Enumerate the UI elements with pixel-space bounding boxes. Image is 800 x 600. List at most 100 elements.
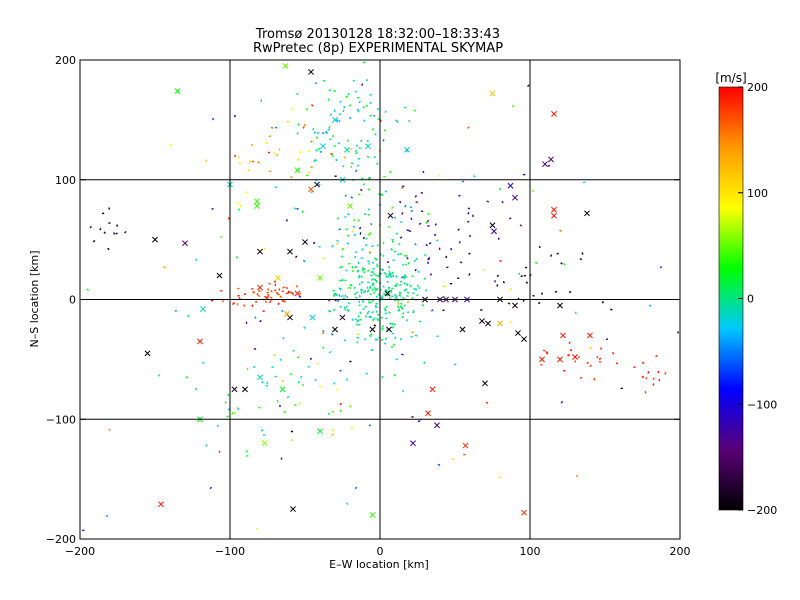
data-point xyxy=(393,336,397,340)
data-point xyxy=(376,313,380,316)
data-point xyxy=(519,224,523,227)
data-point xyxy=(598,357,602,360)
data-point xyxy=(370,333,373,336)
data-point xyxy=(581,252,584,255)
data-point xyxy=(307,149,310,153)
data-point xyxy=(404,204,407,208)
data-point xyxy=(356,341,359,344)
data-point xyxy=(287,291,290,294)
data-point xyxy=(290,107,293,111)
data-point xyxy=(341,247,344,251)
data-point xyxy=(393,323,397,326)
data-point xyxy=(383,175,386,178)
data-point xyxy=(496,274,500,278)
data-point xyxy=(333,292,336,296)
data-point xyxy=(598,360,602,363)
data-point xyxy=(371,318,375,322)
data-point xyxy=(368,250,372,254)
data-point xyxy=(400,302,403,305)
data-point xyxy=(371,349,374,351)
data-point xyxy=(313,159,316,163)
data-point xyxy=(446,266,449,269)
x-marker xyxy=(369,326,376,333)
data-point xyxy=(371,245,374,248)
data-point xyxy=(401,276,404,279)
data-point xyxy=(232,302,235,306)
x-axis-label: E–W location [km] xyxy=(329,558,429,571)
data-point xyxy=(391,240,394,244)
x-marker xyxy=(294,290,301,297)
colorbar-tick-label: −200 xyxy=(747,504,777,517)
data-point xyxy=(296,132,299,135)
x-marker xyxy=(429,386,436,393)
data-point xyxy=(395,275,398,278)
data-point xyxy=(468,273,471,276)
data-point xyxy=(388,296,391,300)
data-point xyxy=(350,161,354,165)
x-marker xyxy=(539,356,545,363)
data-point xyxy=(365,104,369,107)
y-tick-label: −100 xyxy=(46,413,76,426)
data-point xyxy=(546,352,549,355)
data-point xyxy=(375,295,378,299)
data-point xyxy=(403,304,406,307)
data-point xyxy=(263,247,267,251)
data-point xyxy=(437,463,441,467)
data-point xyxy=(430,309,434,312)
data-point xyxy=(257,294,261,298)
data-point xyxy=(404,263,408,266)
data-point xyxy=(330,152,333,155)
data-point xyxy=(318,245,321,248)
data-point xyxy=(163,266,166,269)
data-point xyxy=(333,89,336,93)
data-point xyxy=(362,267,366,271)
data-point xyxy=(390,248,394,251)
data-point xyxy=(252,290,255,294)
data-point xyxy=(381,268,384,272)
data-point xyxy=(358,274,361,278)
data-point xyxy=(339,305,342,308)
data-point xyxy=(360,275,363,278)
data-point xyxy=(339,369,342,372)
x-marker xyxy=(497,320,503,327)
data-point xyxy=(350,426,354,429)
data-point xyxy=(428,242,432,245)
data-point xyxy=(405,288,408,291)
data-point xyxy=(545,351,548,354)
data-point xyxy=(396,120,399,124)
data-point xyxy=(336,217,340,220)
x-marker xyxy=(557,356,563,363)
data-point xyxy=(384,110,387,114)
x-marker xyxy=(521,336,527,342)
data-point xyxy=(333,145,336,147)
data-point xyxy=(414,195,418,198)
data-point xyxy=(353,286,357,290)
data-point xyxy=(253,347,257,351)
x-tick-label: −200 xyxy=(65,545,95,558)
x-tick-label: −100 xyxy=(215,545,245,558)
colorbar-ticks: −200 −100 0 100 200 xyxy=(738,81,777,517)
data-point xyxy=(416,293,419,297)
data-point xyxy=(655,354,658,358)
data-point xyxy=(421,303,425,307)
data-point xyxy=(568,341,571,345)
data-point xyxy=(399,252,402,256)
data-point xyxy=(339,409,342,413)
data-point xyxy=(556,252,560,255)
data-point xyxy=(467,211,470,215)
colorbar-tick-label: 0 xyxy=(747,293,754,306)
data-point xyxy=(335,119,339,122)
data-point xyxy=(347,309,350,313)
data-point xyxy=(406,311,410,314)
data-point xyxy=(351,266,354,269)
data-point xyxy=(356,96,360,99)
data-point xyxy=(414,268,417,272)
data-point xyxy=(395,232,399,235)
data-point xyxy=(424,289,428,292)
data-point xyxy=(324,130,328,134)
data-point xyxy=(369,293,372,296)
data-point xyxy=(381,295,384,298)
x-marker xyxy=(275,274,281,281)
data-point xyxy=(498,187,501,191)
data-point xyxy=(357,319,360,322)
